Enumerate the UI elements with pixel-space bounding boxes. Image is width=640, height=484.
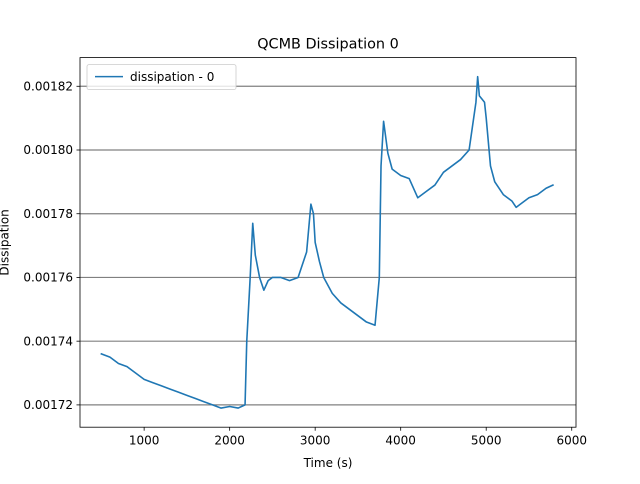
y-axis-label: Dissipation [0, 209, 12, 275]
x-axis: 1000 2000 3000 4000 5000 6000 [129, 427, 587, 448]
y-axis: 0.00172 0.00174 0.00176 0.00178 0.00180 0.001… [23, 79, 80, 412]
legend-label-dissipation: dissipation - 0 [130, 70, 214, 84]
plot-area-background [80, 57, 576, 428]
legend-box [86, 64, 237, 90]
chart-title: QCMB Dissipation 0 [257, 37, 399, 53]
series-line-dissipation [100, 75, 554, 409]
y-tick-label: 0.00176 [23, 271, 73, 285]
x-tick-label: 2000 [214, 434, 245, 448]
y-tick-label: 0.00172 [23, 398, 73, 412]
x-tick-label: 1000 [129, 434, 160, 448]
y-tick-label: 0.00178 [23, 207, 73, 221]
y-tick-label: 0.00174 [23, 334, 73, 348]
y-tick-label: 0.00182 [23, 79, 73, 93]
y-tick-label: 0.00180 [23, 143, 73, 157]
legend: dissipation - 0 [86, 64, 237, 90]
x-tick-label: 5000 [471, 434, 502, 448]
x-tick-label: 6000 [556, 434, 587, 448]
series-layer [100, 75, 554, 409]
x-tick-label: 3000 [300, 434, 331, 448]
x-axis-label: Time (s) [303, 456, 353, 470]
x-tick-label: 4000 [385, 434, 416, 448]
plot-frame [79, 57, 577, 428]
gridlines [80, 85, 576, 406]
